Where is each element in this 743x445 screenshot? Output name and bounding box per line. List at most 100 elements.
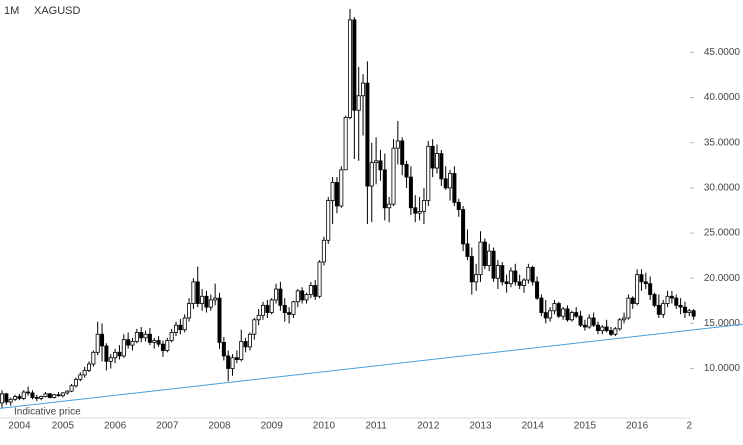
candle-body — [365, 82, 370, 187]
candle-body — [208, 299, 213, 308]
candle-body — [478, 241, 483, 276]
candle-body — [234, 357, 239, 360]
candle-body — [295, 290, 300, 303]
candle-body — [474, 274, 479, 283]
candle-body — [326, 200, 331, 241]
candle-body — [43, 393, 48, 397]
candle-body — [0, 393, 4, 404]
candle-body — [4, 393, 9, 403]
candle-body — [669, 295, 674, 299]
x-tick-label: 2004 — [8, 421, 31, 432]
candle-body — [287, 312, 292, 315]
x-tick-label: 2016 — [626, 421, 649, 432]
candle-body — [60, 392, 65, 397]
candle-body — [639, 274, 644, 283]
candle-body — [13, 396, 18, 400]
timeframe: 1M — [4, 5, 19, 17]
candle-body — [643, 281, 648, 285]
candle-body — [408, 176, 413, 209]
candle-body — [691, 310, 696, 317]
candle-body — [395, 140, 400, 149]
candle-body — [613, 328, 618, 335]
candle-body — [30, 392, 35, 398]
candle-body — [178, 324, 183, 331]
candle-body — [678, 304, 683, 308]
candle-body — [404, 164, 409, 178]
candle-body — [352, 19, 357, 111]
candle-body — [8, 398, 13, 403]
candle-body — [91, 351, 96, 365]
candle-body — [69, 385, 74, 392]
candle-body — [165, 340, 170, 351]
candle-body — [522, 279, 527, 286]
candle-body — [126, 339, 131, 346]
candle-body — [434, 153, 439, 169]
y-tick-label: 15.0000 — [704, 318, 741, 329]
candle-body — [300, 290, 305, 301]
candle-body — [82, 369, 87, 376]
candle-body — [622, 317, 627, 321]
candle-body — [452, 173, 457, 203]
candle-body — [191, 281, 196, 304]
candle-body — [461, 209, 466, 245]
x-tick-label: 2015 — [574, 421, 597, 432]
candle-body — [226, 355, 231, 369]
candle-body — [539, 297, 544, 313]
candle-body — [356, 95, 361, 111]
candle-body — [482, 241, 487, 266]
candle-body — [291, 301, 296, 315]
candle-body — [217, 297, 222, 343]
candle-body — [578, 315, 583, 326]
candle-body — [143, 333, 148, 339]
candle-body — [687, 310, 692, 313]
y-tick-label: 40.0000 — [704, 92, 741, 103]
candle-body — [113, 351, 118, 359]
candle-body — [635, 274, 640, 304]
candle-body — [87, 363, 92, 371]
candle-body — [117, 351, 122, 357]
candle-body — [674, 297, 679, 306]
y-tick-label: 20.0000 — [704, 273, 741, 284]
candle-body — [152, 340, 157, 343]
candle-body — [561, 308, 566, 317]
candle-body — [78, 374, 83, 380]
candle-body — [34, 397, 39, 399]
candle-body — [39, 396, 44, 399]
candle-body — [173, 324, 178, 333]
candle-body — [661, 303, 666, 315]
candle-body — [682, 306, 687, 313]
candle-body — [456, 201, 461, 210]
candle-body — [604, 326, 609, 332]
candle-body — [626, 297, 631, 319]
chart-title: XAGUSD — [34, 5, 81, 17]
candle-body — [243, 341, 248, 348]
trendline — [0, 323, 743, 409]
candle-body — [548, 310, 553, 319]
candle-body — [543, 312, 548, 319]
candle-body — [517, 281, 522, 286]
candle-body — [508, 270, 513, 285]
candle-body — [495, 265, 500, 279]
candle-body — [21, 391, 26, 399]
candle-body — [504, 281, 509, 285]
candle-body — [17, 396, 22, 399]
candle-body — [317, 261, 322, 297]
candle-body — [321, 239, 326, 263]
candle-body — [269, 299, 274, 313]
candle-body — [587, 317, 592, 328]
candle-body — [556, 303, 561, 317]
candle-body — [230, 357, 235, 369]
candle-body — [347, 19, 352, 118]
candle-body — [387, 203, 392, 209]
candle-body — [56, 394, 61, 397]
x-tick-label: 2006 — [104, 421, 127, 432]
candle-body — [139, 332, 144, 339]
candle-body — [134, 332, 139, 342]
candle-body — [239, 341, 244, 360]
x-tick-label: 2013 — [469, 421, 492, 432]
candle-body — [500, 265, 505, 283]
candle-body — [569, 312, 574, 321]
candle-body — [204, 295, 209, 308]
candle-body — [374, 160, 379, 164]
